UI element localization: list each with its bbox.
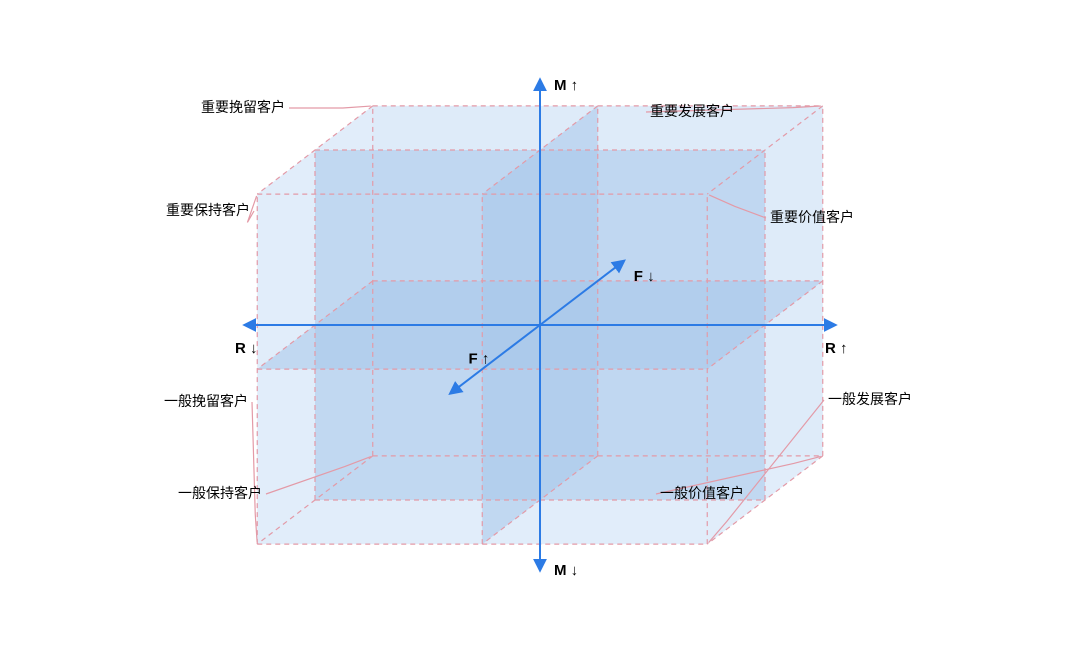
leader-bot_front_left xyxy=(252,402,257,542)
segment-label-top_back_left: 重要挽留客户 xyxy=(201,99,285,115)
axis-label-r-pos: R ↑ xyxy=(825,340,848,357)
segment-label-bot_front_left: 一般挽留客户 xyxy=(164,393,248,409)
segment-label-bot_back_left: 一般保持客户 xyxy=(178,485,262,501)
segment-label-bot_back_right: 一般价值客户 xyxy=(660,485,744,501)
segment-label-top_front_right: 重要价值客户 xyxy=(770,209,854,225)
segment-label-top_front_left: 重要保持客户 xyxy=(166,202,250,218)
axis-label-f-near: F ↑ xyxy=(468,350,489,367)
rfm-diagram: M ↑ M ↓ R ↑ R ↓ F ↑ F ↓ 重要挽留客户 重要发展客户重要保持客户 重要价值… xyxy=(0,0,1080,650)
axis-label-r-neg: R ↓ xyxy=(235,340,258,357)
segment-label-top_back_right: 重要发展客户 xyxy=(650,103,734,119)
axis-label-f-far: F ↓ xyxy=(634,268,655,285)
axis-label-m-down: M ↓ xyxy=(554,562,578,579)
axis-label-m-up: M ↑ xyxy=(554,77,578,94)
segment-label-bot_front_right: 一般发展客户 xyxy=(828,391,912,407)
leader-top_back_left xyxy=(289,106,371,108)
